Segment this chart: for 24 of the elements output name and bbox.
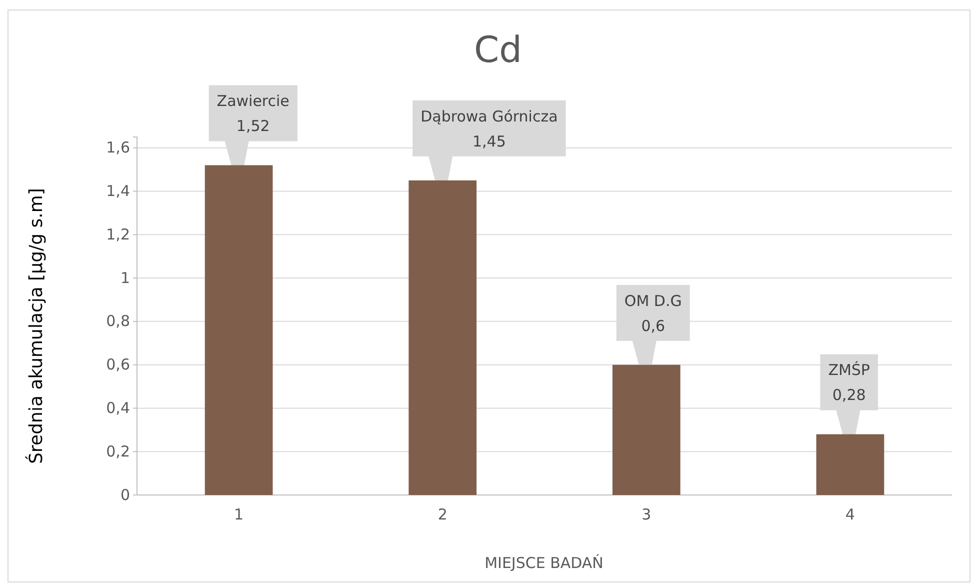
data-label: 0,6	[641, 316, 666, 335]
y-tick-label: 0,8	[106, 312, 130, 330]
y-tick-label: 0,6	[106, 356, 130, 374]
y-tick-label: 1	[120, 268, 130, 287]
annotation: ZMŚP	[828, 361, 870, 380]
text: Zawiercie	[216, 92, 290, 110]
y-tick-label: 0	[120, 486, 130, 504]
y-tick-label: 0,2	[106, 442, 130, 460]
y-tick-label: 1,2	[106, 225, 130, 244]
data-label: 0,28	[832, 386, 866, 404]
y-tick-label: 1,6	[106, 138, 130, 157]
data-label: 1,52	[236, 117, 270, 136]
y-axis-title: Średnia akumulacja [μg/g s.m]	[25, 188, 47, 464]
x-tick-label: 2	[438, 506, 448, 524]
y-tick-label: 1,4	[106, 182, 130, 200]
data-label: 1,45	[472, 132, 506, 150]
chart-title: Cd	[474, 30, 522, 71]
x-tick-label: 4	[845, 506, 855, 524]
x-tick-label: 3	[642, 506, 652, 524]
text: Dąbrowa Górnicza	[420, 107, 558, 126]
annotation: OM D.G	[624, 292, 682, 310]
y-tick-label: 0,4	[106, 399, 130, 418]
x-tick-label: 1	[234, 506, 244, 524]
x-axis-title: MIEJSCE BADAŃ	[484, 554, 604, 572]
